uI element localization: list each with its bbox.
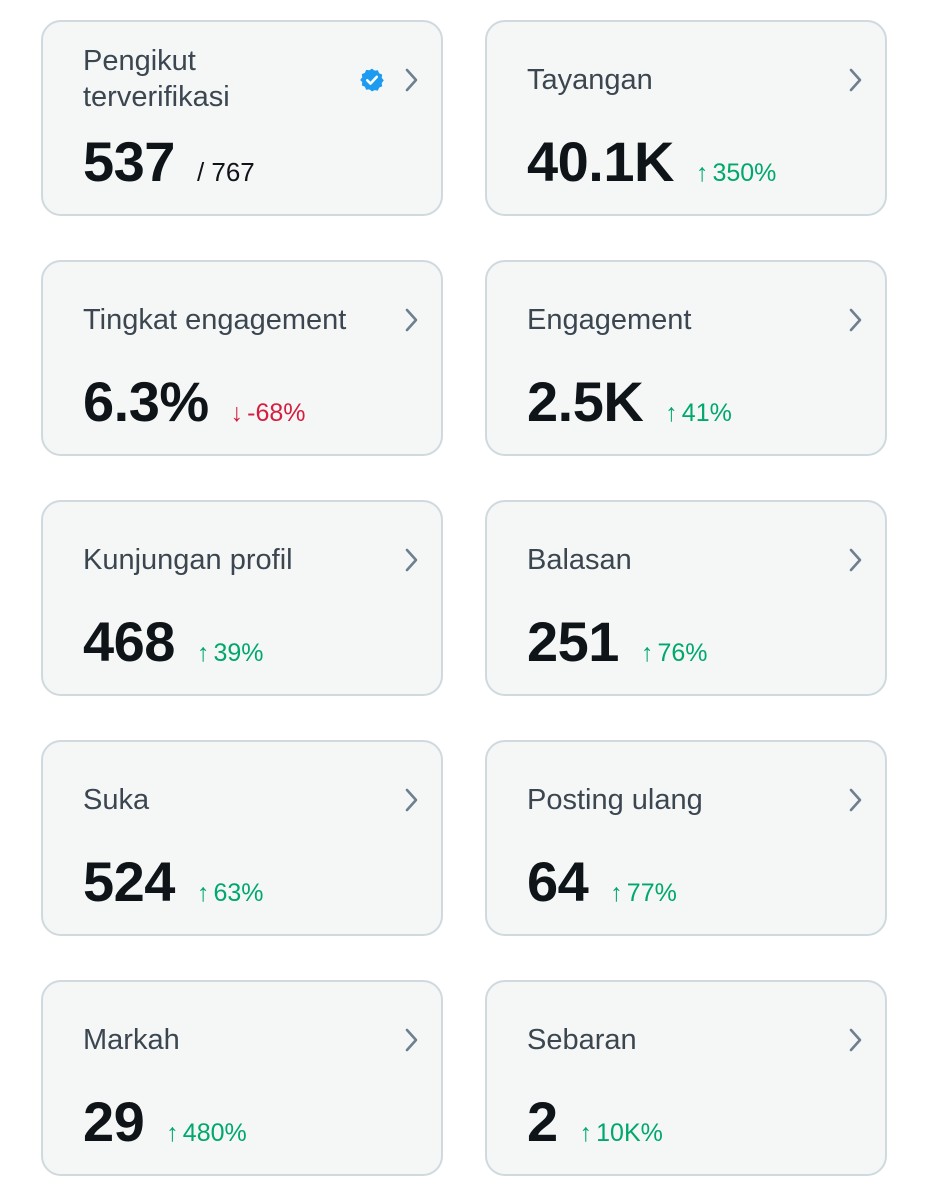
metric-value: 468 (83, 610, 175, 673)
arrow-up-icon: ↑ (196, 639, 210, 667)
chevron-right-icon (849, 68, 862, 92)
card-engagement-rate[interactable]: Tingkat engagement 6.3% ↓ -68% (41, 260, 443, 456)
metric-value: 29 (83, 1090, 145, 1153)
change-value: 63% (213, 879, 264, 907)
value-row: 468 ↑ 39% (83, 610, 263, 674)
chevron-right-icon (405, 68, 418, 92)
card-shares[interactable]: Sebaran 2 ↑ 10K% (485, 980, 887, 1176)
value-row: 29 ↑ 480% (83, 1090, 247, 1154)
card-label: Tingkat engagement (83, 304, 347, 336)
arrow-up-icon: ↑ (579, 1119, 593, 1147)
chevron-right-icon (405, 788, 418, 812)
card-impressions[interactable]: Tayangan 40.1K ↑ 350% (485, 20, 887, 216)
card-label: Sebaran (527, 1024, 637, 1056)
change-value: -68% (247, 399, 306, 427)
metric-value: 537 (83, 130, 175, 193)
card-replies[interactable]: Balasan 251 ↑ 76% (485, 500, 887, 696)
change-value: 10K% (596, 1119, 663, 1147)
metric-value: 251 (527, 610, 619, 673)
card-likes[interactable]: Suka 524 ↑ 63% (41, 740, 443, 936)
metric-change: ↑ 41% (665, 399, 732, 428)
card-label: Posting ulang (527, 784, 703, 816)
arrow-down-icon: ↓ (230, 399, 244, 427)
chevron-right-icon (405, 1028, 418, 1052)
arrow-up-icon: ↑ (665, 399, 678, 427)
card-label: Pengikut terverifikasi (83, 45, 230, 113)
metric-change: ↑ 350% (696, 159, 776, 188)
chevron-right-icon (849, 788, 862, 812)
value-row: 6.3% ↓ -68% (83, 370, 306, 434)
card-verified-followers[interactable]: Pengikut terverifikasi 537 / 767 (41, 20, 443, 216)
metric-change: ↑ 480% (166, 1119, 246, 1148)
verified-badge-icon (360, 68, 384, 92)
metric-change: ↑ 76% (641, 639, 708, 668)
change-value: 76% (657, 639, 708, 667)
chevron-right-icon (849, 1028, 862, 1052)
metric-change: ↑ 77% (610, 879, 677, 908)
metric-value: 64 (527, 850, 589, 913)
arrow-up-icon: ↑ (695, 159, 709, 187)
value-row: 40.1K ↑ 350% (527, 130, 776, 194)
metric-value: 40.1K (527, 130, 674, 193)
arrow-up-icon: ↑ (166, 1119, 179, 1147)
arrow-up-icon: ↑ (196, 879, 210, 907)
card-profile-visits[interactable]: Kunjungan profil 468 ↑ 39% (41, 500, 443, 696)
card-label: Balasan (527, 544, 632, 576)
value-row: 64 ↑ 77% (527, 850, 677, 914)
arrow-up-icon: ↑ (640, 639, 654, 667)
value-row: 2.5K ↑ 41% (527, 370, 732, 434)
card-bookmarks[interactable]: Markah 29 ↑ 480% (41, 980, 443, 1176)
metric-change: ↓ -68% (231, 399, 306, 428)
value-row: 2 ↑ 10K% (527, 1090, 663, 1154)
value-row: 524 ↑ 63% (83, 850, 263, 914)
change-value: 39% (213, 639, 264, 667)
value-row: 537 / 767 (83, 130, 255, 194)
metric-change: ↑ 10K% (580, 1119, 663, 1148)
change-value: 480% (182, 1119, 247, 1147)
chevron-right-icon (405, 308, 418, 332)
chevron-right-icon (849, 308, 862, 332)
card-label: Suka (83, 784, 150, 816)
change-value: 41% (681, 399, 732, 427)
metric-change: ↑ 63% (197, 879, 264, 908)
metric-change: ↑ 39% (197, 639, 264, 668)
change-value: 77% (626, 879, 677, 907)
card-engagements[interactable]: Engagement 2.5K ↑ 41% (485, 260, 887, 456)
change-value: 350% (712, 159, 777, 187)
metric-value: 2.5K (527, 370, 644, 433)
chevron-right-icon (849, 548, 862, 572)
card-label: Tayangan (527, 64, 653, 96)
card-reposts[interactable]: Posting ulang 64 ↑ 77% (485, 740, 887, 936)
card-label: Kunjungan profil (83, 544, 293, 576)
metric-value: 6.3% (83, 370, 209, 433)
card-label: Engagement (527, 304, 692, 336)
chevron-right-icon (405, 548, 418, 572)
metric-value: 524 (83, 850, 175, 913)
value-row: 251 ↑ 76% (527, 610, 707, 674)
metric-value: 2 (527, 1090, 558, 1153)
arrow-up-icon: ↑ (610, 879, 623, 907)
card-label: Markah (83, 1024, 180, 1056)
metric-total: / 767 (196, 157, 255, 187)
